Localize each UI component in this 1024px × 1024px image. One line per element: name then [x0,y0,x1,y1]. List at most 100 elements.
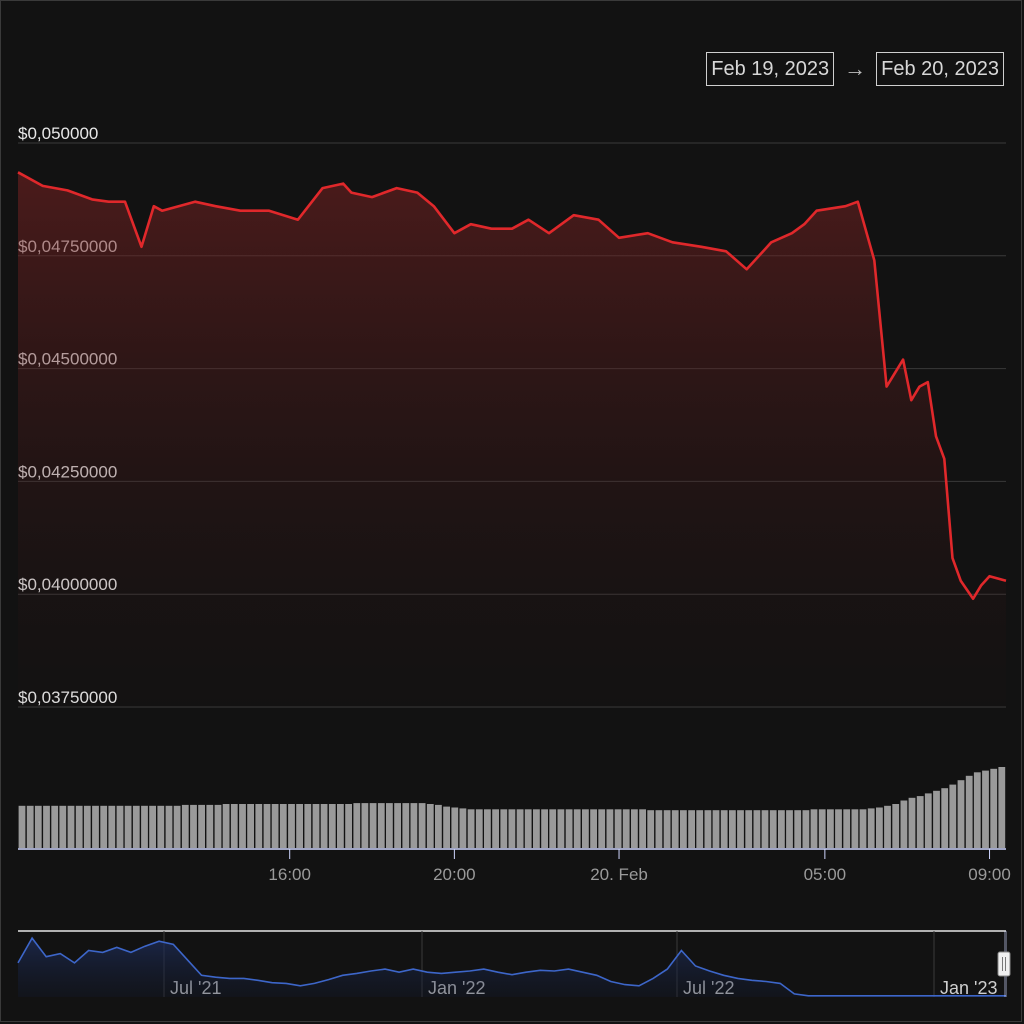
x-tick-label: 16:00 [268,865,311,884]
volume-bar [18,805,26,848]
volume-bar [100,805,108,848]
volume-bar [394,803,401,848]
volume-bar [769,810,777,848]
volume-bar [484,809,491,848]
volume-bar [361,803,369,848]
volume-bar [835,809,842,848]
volume-bar [598,809,606,848]
volume-bar [965,775,973,848]
volume-bar [149,805,156,848]
volume-bar [247,804,254,848]
volume-bar [67,805,75,848]
navigator[interactable]: Jul '21Jan '22Jul '22Jan '23 [17,930,1011,998]
range-from-input[interactable]: Feb 19, 2023 [706,52,835,86]
navigator-handle[interactable] [997,951,1011,977]
x-tick-label: 20:00 [433,865,476,884]
volume-bar [83,805,91,848]
x-tick-label: 05:00 [804,865,847,884]
volume-bar [761,810,769,848]
volume-bar [255,804,263,848]
volume-bar [843,809,851,848]
volume-bar [328,804,336,848]
volume-bar [786,810,793,848]
range-arrow-icon: → [844,56,867,81]
volume-bar [418,803,426,848]
volume-bar [132,805,140,848]
volume-bar [296,804,303,848]
volume-bar [377,803,385,848]
volume-bar [533,809,540,848]
volume-bar [573,809,581,848]
volume-bar [720,810,728,848]
volume-bar [924,793,932,848]
volume-bar [34,805,42,848]
volume-bar [541,809,548,848]
volume-bar [982,770,989,848]
volume-bar [688,810,695,848]
volume-bar [337,804,344,848]
volume-bar [92,805,99,848]
volume-bar [549,809,557,848]
volume-bar [410,803,418,848]
volume-bar [859,809,867,848]
volume-bar [680,810,687,848]
volume-bar [957,780,965,848]
volume-bar [631,809,638,848]
volume-bar [810,809,818,848]
x-tick-label: 09:00 [968,865,1011,884]
volume-bar [190,804,197,848]
price-area [18,172,1006,708]
volume-bar [639,809,646,848]
volume-bar [173,805,181,848]
volume-bar [43,805,50,848]
volume-bar [198,804,205,848]
volume-bar [655,810,663,848]
volume-bar [508,809,516,848]
volume-bar [435,804,442,848]
volume-bar [590,809,597,848]
volume-bar [802,810,810,848]
volume-bar [141,805,148,848]
volume-bar [59,805,67,848]
volume-bar [778,810,785,848]
volume-bar [933,790,940,848]
volume-bar [271,804,279,848]
volume-bar [353,803,361,848]
volume-bar [557,809,565,848]
range-to-input[interactable]: Feb 20, 2023 [876,52,1004,86]
navigator-line [17,936,1006,997]
volume-bar [876,807,883,848]
volume-bar [75,805,83,848]
volume-bar [369,803,377,848]
volume-bar [524,809,532,848]
volume-bar [467,809,475,848]
navigator-area [18,938,1006,997]
x-tick-label: 20. Feb [590,865,648,884]
volume-bar [108,805,116,848]
volume-bar [426,804,434,848]
volume-bar [696,810,704,848]
volume-bar [622,809,630,848]
volume-bar [206,804,214,848]
volume-bar [663,810,671,848]
volume-bar [304,804,312,848]
volume-bar [565,809,573,848]
volume-bar [647,810,655,848]
volume-bar [851,809,859,848]
volume-bar [884,805,891,848]
x-axis-ticks: 16:00 20:00 20. Feb 05:00 09:00 [268,849,1011,884]
volume-bar [165,805,173,848]
navigator-x-label: Jan '23 [940,978,997,998]
volume-bar [386,803,393,848]
date-range-selector: Feb 19, 2023 → Feb 20, 2023 [706,52,1004,86]
volume-bar [516,809,524,848]
volume-bar [116,805,124,848]
volume-bar [320,804,328,848]
volume-bar [312,804,320,848]
volume-bar [990,768,998,848]
volume-bar [745,810,753,848]
price-line [17,171,1007,600]
volume-bar [279,804,287,848]
